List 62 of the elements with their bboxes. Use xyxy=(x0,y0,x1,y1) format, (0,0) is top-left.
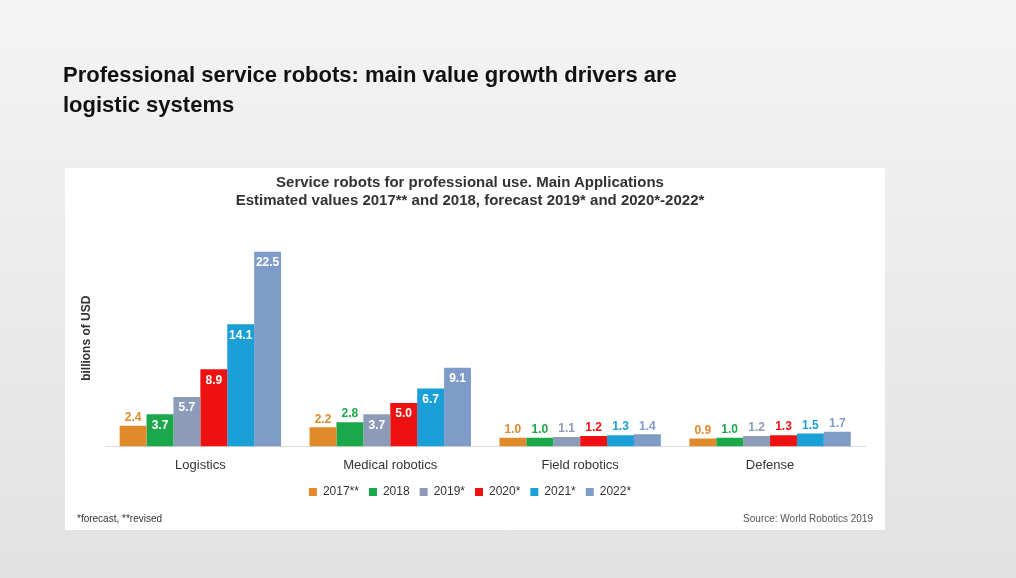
bar xyxy=(200,369,228,447)
data-label: 14.1 xyxy=(229,327,253,342)
bar xyxy=(770,435,797,447)
data-label: 3.7 xyxy=(368,417,386,432)
bar xyxy=(363,414,391,447)
data-label: 6.7 xyxy=(422,391,440,406)
data-label: 1.4 xyxy=(639,418,657,433)
legend-label: 2020* xyxy=(489,484,521,499)
bar xyxy=(309,427,337,447)
bar xyxy=(444,367,471,447)
bar xyxy=(336,422,364,447)
x-tick-label: Medical robotics xyxy=(343,456,438,472)
bar xyxy=(553,436,581,447)
legend-label: 2022* xyxy=(599,484,632,499)
data-label: 2.2 xyxy=(314,411,332,426)
data-label: 1.2 xyxy=(748,420,766,435)
data-label: 8.9 xyxy=(205,372,223,387)
data-label: 22.5 xyxy=(255,254,280,269)
data-label: 3.7 xyxy=(151,417,169,432)
bar xyxy=(119,425,147,447)
x-tick-label: Logistics xyxy=(175,456,227,472)
legend-label: 2021* xyxy=(544,484,577,499)
legend-label: 2017** xyxy=(322,484,360,499)
data-label: 1.1 xyxy=(558,421,576,436)
data-label: 2.8 xyxy=(341,406,359,421)
bar xyxy=(743,436,771,447)
data-label: 1.2 xyxy=(585,420,603,435)
bar xyxy=(499,437,527,447)
data-label: 5.7 xyxy=(178,400,196,415)
bar xyxy=(796,433,824,447)
source-note: Source: World Robotics 2019 xyxy=(743,513,873,524)
data-label: 1.3 xyxy=(775,419,793,434)
x-tick-label: Defense xyxy=(745,456,795,472)
bar xyxy=(227,324,255,447)
bar xyxy=(607,435,634,447)
data-label: 1.3 xyxy=(612,419,630,434)
bar xyxy=(526,437,554,447)
data-label: 1.0 xyxy=(531,422,549,437)
bar xyxy=(823,431,851,447)
bar xyxy=(689,438,717,447)
bar xyxy=(390,403,418,447)
data-label: 9.1 xyxy=(449,370,467,385)
data-label: 1.7 xyxy=(828,416,846,430)
data-label: 2.4 xyxy=(124,409,142,424)
data-label: 1.0 xyxy=(721,422,739,437)
legend-label: 2018 xyxy=(382,484,410,499)
x-tick-label: Field robotics xyxy=(541,456,620,472)
data-label: 5.0 xyxy=(395,406,413,421)
bar xyxy=(633,434,661,447)
bar xyxy=(254,251,282,447)
bar xyxy=(417,388,445,447)
data-label: 1.0 xyxy=(504,422,522,437)
text: *forecast, **revised xyxy=(77,513,163,524)
chart-subtitle: Service robots for professional use. Main Applications Estimated values 2017** and 2018, forecast 2019* and 2020*-2022* xyxy=(235,173,705,209)
chart-title: Professional service robots: main value growth drivers are logistic systems xyxy=(63,61,678,119)
bar xyxy=(716,437,744,447)
y-axis-title: billions of USD xyxy=(78,295,93,381)
bar xyxy=(580,436,608,447)
data-label: 0.9 xyxy=(694,422,712,437)
legend-label: 2019* xyxy=(433,484,466,499)
data-label: 1.5 xyxy=(802,417,820,432)
bar xyxy=(173,397,201,447)
